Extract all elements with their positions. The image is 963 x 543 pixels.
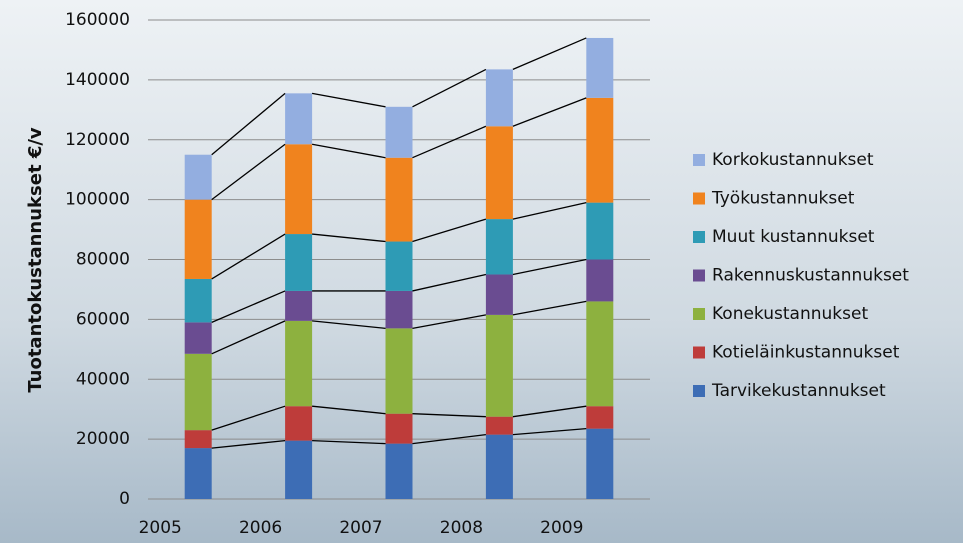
stack-connector	[311, 143, 386, 159]
bar-segment	[385, 328, 413, 414]
bar-segment	[285, 93, 313, 145]
bar-segment	[385, 290, 413, 329]
bar-segment	[485, 314, 513, 417]
bar-segment	[285, 440, 313, 499]
bar-segment	[184, 353, 212, 431]
stack-connector	[412, 413, 486, 418]
legend-label: Muut kustannukset	[712, 227, 875, 247]
x-tick-label: 2006	[239, 518, 282, 538]
stack-connector	[512, 258, 587, 276]
bar-segment	[485, 69, 513, 127]
bar-segment	[586, 202, 614, 260]
stack-connector	[211, 92, 286, 156]
bar-segment	[485, 219, 513, 275]
bar-segment	[285, 406, 313, 441]
y-tick-label: 160000	[65, 10, 130, 30]
bar-segment	[285, 290, 313, 321]
stack-connector	[311, 92, 386, 108]
bar-segment	[385, 106, 413, 158]
stack-connector	[412, 125, 487, 159]
bar-segment	[586, 259, 614, 302]
bar-segment	[285, 320, 313, 407]
bar-segment	[385, 413, 413, 444]
y-tick-label: 100000	[65, 190, 130, 210]
stack-connector	[312, 439, 386, 445]
y-tick-label: 40000	[76, 369, 130, 389]
legend-label: Korkokustannukset	[712, 150, 874, 170]
bar-segment	[485, 126, 513, 220]
x-tick-label: 2005	[139, 518, 182, 538]
y-tick-label: 0	[119, 489, 130, 509]
legend-swatch	[693, 346, 705, 359]
bar-segment	[184, 278, 212, 323]
y-axis-title: Tuotantokustannukset €/v	[25, 127, 46, 393]
stack-connector	[512, 427, 587, 436]
stack-connector	[211, 405, 286, 431]
stack-connector	[211, 320, 286, 355]
bar-segment	[184, 154, 212, 200]
stack-connector	[412, 314, 487, 329]
x-tick-label: 2007	[339, 518, 382, 538]
stack-connector	[512, 97, 587, 127]
bar-segment	[586, 97, 614, 203]
legend-label: Työkustannukset	[711, 189, 855, 209]
bar-segment	[385, 157, 413, 242]
bar-segment	[485, 434, 513, 499]
x-tick-label: 2008	[440, 518, 483, 538]
legend-swatch	[693, 385, 705, 397]
stack-connector	[211, 439, 286, 449]
bar-segment	[485, 416, 513, 435]
stack-connector	[512, 300, 587, 316]
legend-swatch	[693, 308, 705, 320]
stack-connector	[512, 201, 587, 220]
bar-segment	[385, 241, 413, 291]
legend-label: Rakennuskustannukset	[712, 266, 909, 286]
bar-segment	[184, 430, 212, 449]
stack-connector	[512, 405, 587, 418]
legend-label: Konekustannukset	[712, 304, 868, 324]
legend-swatch	[693, 231, 705, 243]
legend-label: Kotieläinkustannukset	[712, 343, 900, 363]
bar-segment	[586, 428, 614, 499]
y-tick-label: 80000	[76, 250, 130, 270]
bar-segment	[184, 448, 212, 499]
bar-segment	[485, 274, 513, 315]
bar-segment	[184, 322, 212, 354]
bar-segment	[385, 443, 413, 499]
stack-connector	[412, 433, 486, 445]
bar-segment	[586, 37, 614, 98]
legend-swatch	[693, 269, 705, 282]
stack-connector	[211, 143, 286, 201]
stack-connector	[412, 218, 487, 243]
stack-connector	[412, 68, 487, 108]
stack-connector	[312, 320, 386, 330]
bar-segment	[285, 144, 313, 235]
legend-swatch	[693, 154, 705, 166]
stack-connector	[211, 233, 286, 280]
stack-connector	[412, 273, 487, 292]
bar-segment	[184, 199, 212, 279]
y-tick-label: 140000	[65, 70, 130, 90]
y-tick-label: 120000	[65, 130, 130, 150]
stack-connector	[312, 405, 386, 415]
bar-segment	[285, 234, 313, 291]
y-tick-label: 60000	[76, 309, 130, 329]
bar-segment	[586, 301, 614, 407]
stack-connector	[512, 37, 587, 70]
stack-connector	[312, 233, 386, 243]
legend-label: Tarvikekustannukset	[711, 381, 886, 401]
x-tick-label: 2009	[540, 518, 583, 538]
legend-swatch	[693, 192, 705, 205]
bar-segment	[586, 406, 614, 429]
stack-connector	[211, 290, 286, 323]
y-tick-label: 20000	[76, 429, 130, 449]
